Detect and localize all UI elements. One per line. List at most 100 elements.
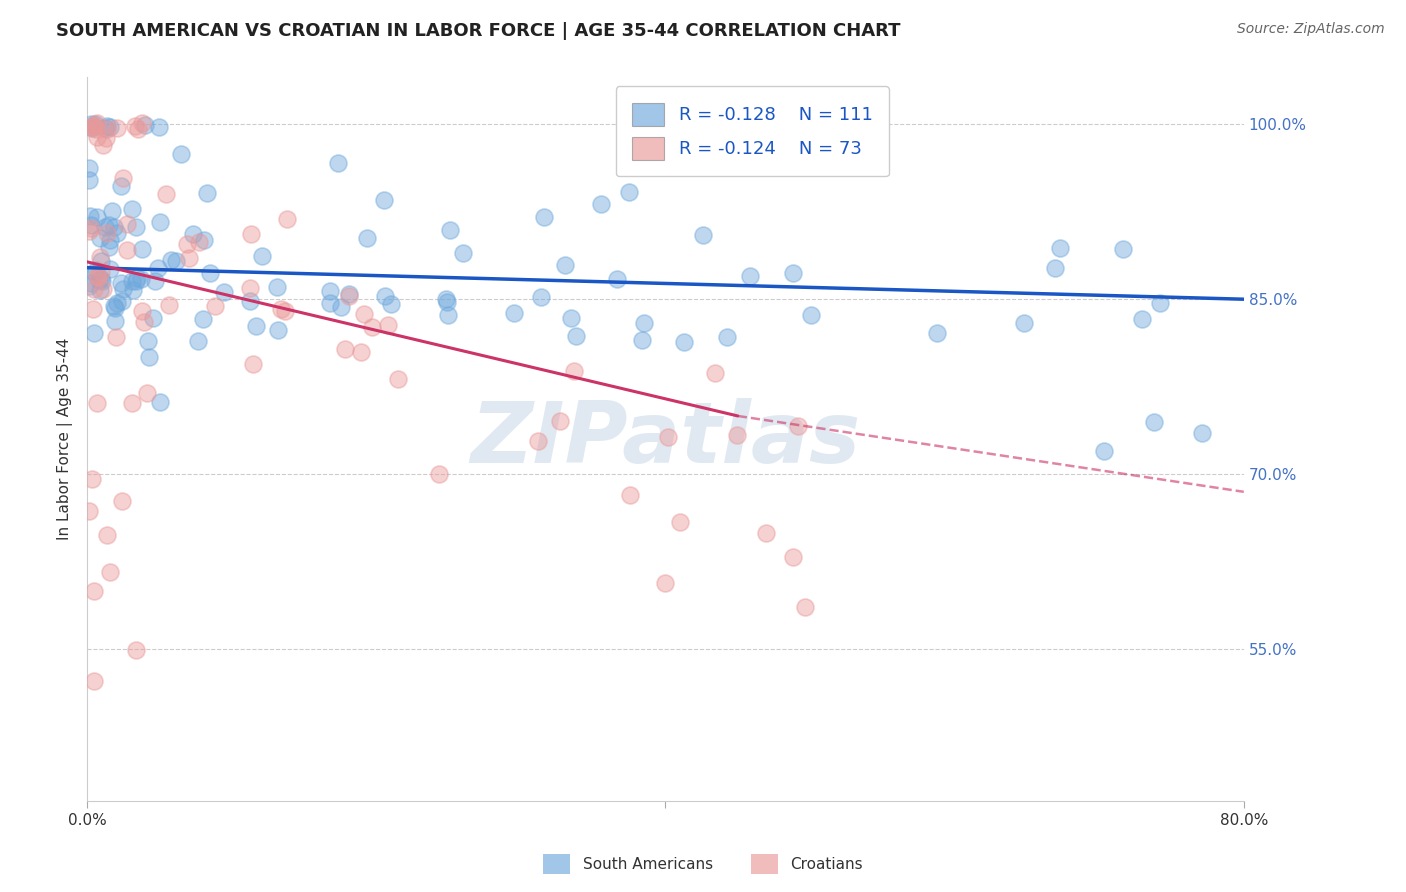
Legend: South Americans, Croatians: South Americans, Croatians (537, 848, 869, 880)
Point (716, 330, 738, 344)
Point (387, 372, 409, 386)
Y-axis label: In Labor Force | Age 35-44: In Labor Force | Age 35-44 (58, 338, 73, 541)
Point (80, 218, 103, 232)
Point (548, 414, 571, 428)
Point (83, 119, 105, 133)
Point (606, 272, 628, 286)
Point (90, 254, 112, 268)
Point (755, 526, 778, 541)
Point (250, 248, 273, 262)
Point (91, 273, 114, 287)
Point (451, 245, 474, 260)
Point (103, 299, 125, 313)
Point (98, 262, 121, 277)
Point (121, 274, 143, 288)
Point (1049, 241, 1071, 255)
Point (77, 278, 100, 293)
Point (79, 220, 101, 235)
Point (429, 467, 451, 482)
Point (927, 326, 949, 341)
Point (782, 550, 804, 565)
Point (266, 280, 288, 294)
Point (176, 236, 198, 251)
Point (725, 427, 748, 442)
Point (105, 330, 128, 344)
Point (157, 298, 180, 312)
Point (148, 394, 170, 409)
Point (86, 116, 108, 130)
Point (335, 342, 357, 356)
Point (193, 312, 215, 326)
Point (617, 185, 640, 199)
Point (200, 267, 222, 281)
Point (111, 294, 134, 309)
Point (188, 235, 211, 250)
Point (93, 138, 115, 153)
Point (657, 430, 679, 444)
Point (436, 295, 458, 310)
Point (782, 266, 804, 280)
Point (127, 271, 149, 285)
Point (96, 226, 118, 240)
Point (77, 224, 100, 238)
Point (703, 366, 725, 380)
Point (146, 261, 169, 276)
Point (131, 304, 153, 318)
Point (121, 284, 143, 298)
Point (373, 193, 395, 207)
Point (82, 120, 104, 134)
Point (239, 293, 262, 308)
Point (142, 311, 165, 326)
Point (100, 203, 122, 218)
Point (110, 179, 132, 194)
Point (1112, 242, 1135, 256)
Point (319, 295, 342, 310)
Point (654, 576, 676, 591)
Point (104, 314, 127, 328)
Point (276, 212, 298, 227)
Point (77, 504, 100, 518)
Point (195, 186, 218, 200)
Point (136, 334, 159, 349)
Point (270, 302, 292, 317)
Point (87, 273, 110, 287)
Point (86, 130, 108, 145)
Point (630, 333, 652, 347)
Text: ZIPatlas: ZIPatlas (470, 398, 860, 481)
Point (98, 565, 121, 579)
Point (350, 344, 373, 359)
Point (633, 316, 655, 330)
Point (337, 289, 360, 303)
Point (86, 210, 108, 224)
Point (143, 274, 166, 288)
Point (103, 220, 125, 235)
Point (619, 488, 641, 502)
Point (1191, 426, 1213, 441)
Point (131, 116, 153, 130)
Point (554, 258, 576, 272)
Point (187, 334, 209, 348)
Point (1149, 296, 1171, 310)
Point (273, 304, 295, 318)
Point (669, 516, 692, 530)
Point (337, 286, 360, 301)
Point (111, 493, 134, 508)
Point (105, 226, 128, 240)
Point (96, 528, 118, 542)
Point (330, 300, 353, 314)
Point (181, 227, 204, 241)
Point (98, 120, 121, 134)
Point (793, 600, 815, 615)
Point (530, 290, 553, 304)
Point (374, 289, 396, 303)
Point (96, 121, 118, 136)
Point (98, 233, 121, 247)
Text: Source: ZipAtlas.com: Source: ZipAtlas.com (1237, 22, 1385, 37)
Point (90, 272, 112, 286)
Point (239, 281, 262, 295)
Point (90, 265, 112, 279)
Point (97, 240, 120, 254)
Point (204, 299, 226, 313)
Point (115, 217, 138, 231)
Point (89, 283, 111, 297)
